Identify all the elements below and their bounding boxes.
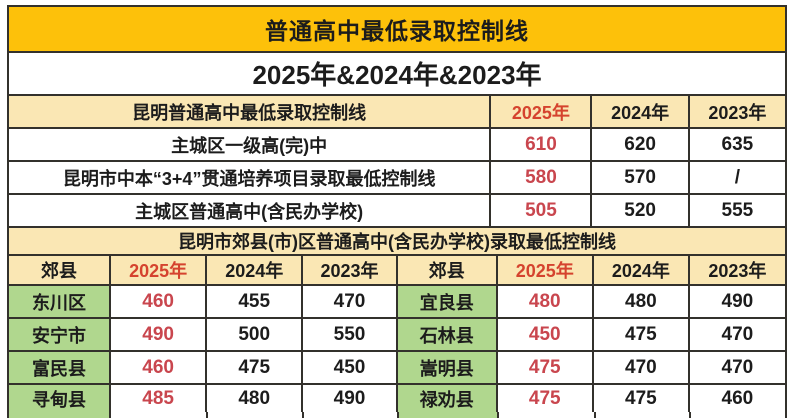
table-row: 寻甸县 485 480 490 禄劝县 475 475 460 <box>7 383 788 414</box>
upper-header-2025: 2025年 <box>489 94 593 129</box>
score-2023: 555 <box>687 193 788 228</box>
score-2024: 520 <box>590 193 690 228</box>
clipped-cell <box>689 412 787 418</box>
score-2024: 480 <box>205 383 304 414</box>
lower-header-2025-left: 2025年 <box>108 254 208 286</box>
score-2024: 620 <box>590 127 690 162</box>
lower-header-2023-left: 2023年 <box>301 254 398 286</box>
county-cell: 嵩明县 <box>395 350 498 385</box>
county-header-left: 郊县 <box>7 254 111 286</box>
table-row: 主城区一级高(完)中 610 620 635 <box>6 127 788 162</box>
county-cell: 宜良县 <box>395 284 498 319</box>
score-2025: 610 <box>489 127 593 162</box>
upper-header-2024: 2024年 <box>590 94 690 129</box>
county-cell: 东川区 <box>7 284 111 319</box>
page-title: 普通高中最低录取控制线 <box>7 5 787 53</box>
table-row: 昆明市中本“3+4”贯通培养项目录取最低控制线 580 570 / <box>6 160 788 195</box>
score-2025: 480 <box>495 284 595 319</box>
row-label: 昆明市中本“3+4”贯通培养项目录取最低控制线 <box>6 160 492 195</box>
table-row: 富民县 460 475 450 嵩明县 475 470 470 <box>7 350 788 385</box>
score-2024: 475 <box>592 383 690 414</box>
years-subtitle: 2025年&2024年&2023年 <box>7 51 787 96</box>
score-2024: 475 <box>592 317 690 352</box>
county-cell: 石林县 <box>395 317 498 352</box>
clipped-next-row <box>7 412 787 418</box>
score-2023: 450 <box>301 350 398 385</box>
upper-header-row: 昆明普通高中最低录取控制线 2025年 2024年 2023年 <box>6 94 788 129</box>
score-2023: 470 <box>301 284 398 319</box>
score-2024: 570 <box>590 160 690 195</box>
score-2023: 490 <box>301 383 398 414</box>
score-2024: 480 <box>592 284 690 319</box>
upper-header-label: 昆明普通高中最低录取控制线 <box>6 94 492 129</box>
county-header-right: 郊县 <box>395 254 498 286</box>
row-label: 主城区一级高(完)中 <box>6 127 492 162</box>
score-2023: / <box>687 160 788 195</box>
clipped-county-cell <box>7 412 110 418</box>
city-control-line-table: 昆明普通高中最低录取控制线 2025年 2024年 2023年 主城区一级高(完… <box>6 94 788 228</box>
score-2025: 580 <box>489 160 593 195</box>
lower-header-2024-left: 2024年 <box>205 254 304 286</box>
table-row: 安宁市 490 500 550 石林县 450 475 470 <box>7 317 788 352</box>
score-2025: 460 <box>108 284 208 319</box>
county-cell: 寻甸县 <box>7 383 111 414</box>
score-2023: 470 <box>687 317 788 352</box>
lower-header-2025-right: 2025年 <box>495 254 595 286</box>
score-2023: 490 <box>687 284 788 319</box>
score-2025: 490 <box>108 317 208 352</box>
score-2023: 550 <box>301 317 398 352</box>
clipped-cell <box>593 412 690 418</box>
clipped-cell <box>109 412 206 418</box>
clipped-cell <box>205 412 302 418</box>
score-2025: 475 <box>495 383 595 414</box>
score-2024: 455 <box>205 284 304 319</box>
score-2023: 635 <box>687 127 788 162</box>
score-2024: 500 <box>205 317 304 352</box>
lower-header-2023-right: 2023年 <box>687 254 788 286</box>
score-2023: 470 <box>687 350 788 385</box>
score-2024: 475 <box>205 350 304 385</box>
clipped-cell <box>496 412 594 418</box>
row-label: 主城区普通高中(含民办学校) <box>6 193 492 228</box>
county-cell: 安宁市 <box>7 317 111 352</box>
score-2025: 485 <box>108 383 208 414</box>
score-2025: 505 <box>489 193 593 228</box>
score-2023: 460 <box>687 383 788 414</box>
county-section-header: 昆明市郊县(市)区普通高中(含民办学校)录取最低控制线 <box>7 226 787 256</box>
clipped-county-cell <box>396 412 497 418</box>
admission-score-table: 普通高中最低录取控制线 2025年&2024年&2023年 昆明普通高中最低录取… <box>6 5 788 418</box>
clipped-cell <box>301 412 397 418</box>
county-control-line-table: 郊县 2025年 2024年 2023年 郊县 2025年 2024年 2023… <box>7 254 788 414</box>
score-2025: 475 <box>495 350 595 385</box>
county-cell: 禄劝县 <box>395 383 498 414</box>
lower-header-row: 郊县 2025年 2024年 2023年 郊县 2025年 2024年 2023… <box>7 254 788 286</box>
score-2025: 460 <box>108 350 208 385</box>
lower-header-2024-right: 2024年 <box>592 254 690 286</box>
upper-header-2023: 2023年 <box>687 94 788 129</box>
county-cell: 富民县 <box>7 350 111 385</box>
score-2025: 450 <box>495 317 595 352</box>
score-2024: 470 <box>592 350 690 385</box>
table-row: 主城区普通高中(含民办学校) 505 520 555 <box>6 193 788 228</box>
table-row: 东川区 460 455 470 宜良县 480 480 490 <box>7 284 788 319</box>
